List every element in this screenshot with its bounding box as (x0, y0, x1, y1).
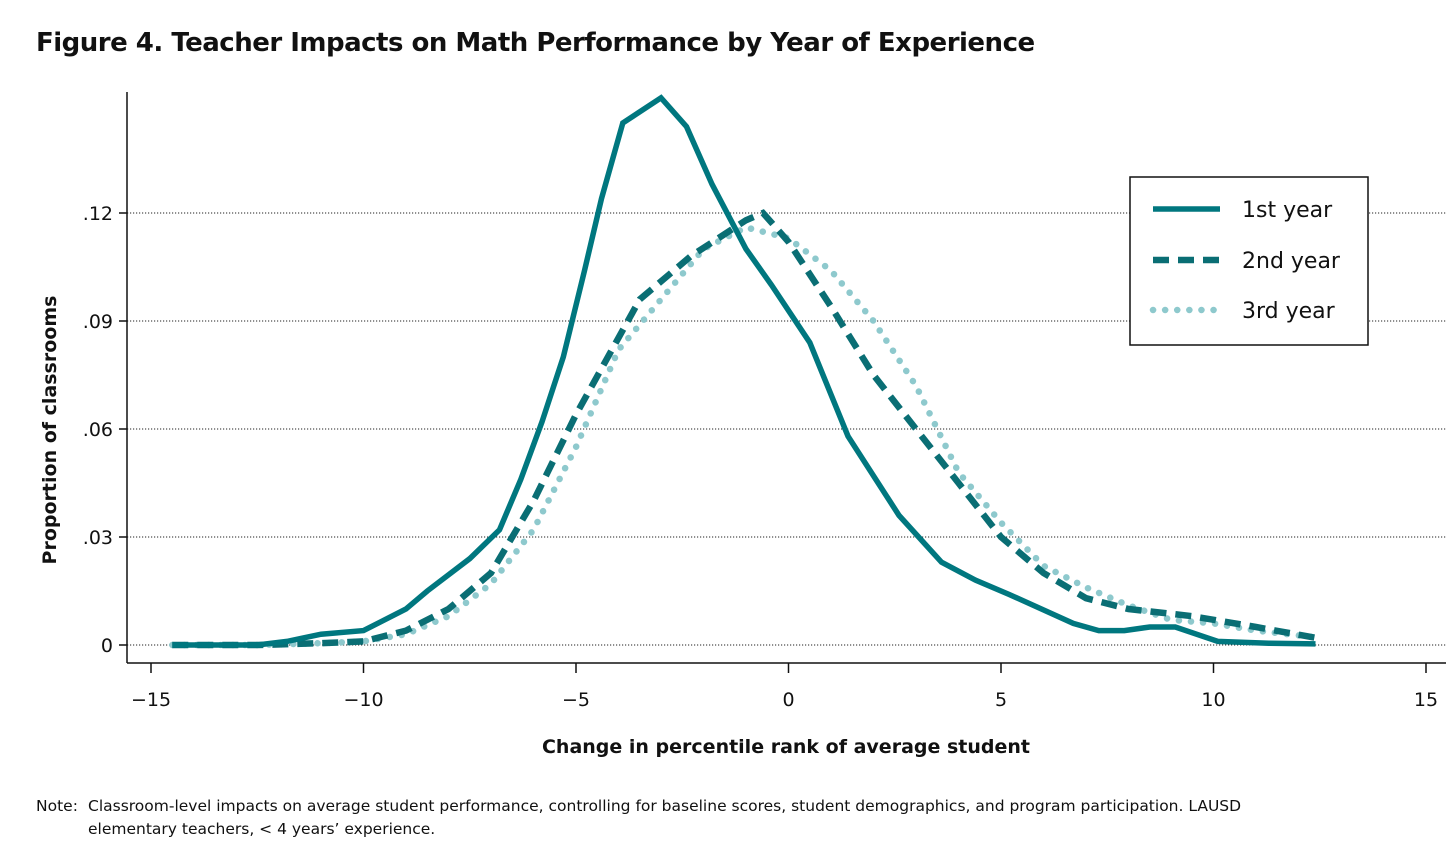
legend-label-2nd-year: 2nd year (1242, 249, 1341, 274)
x-tick-label: 10 (1201, 689, 1225, 711)
legend-label-3rd-year: 3rd year (1242, 299, 1336, 324)
y-tick-label: 0 (101, 635, 113, 657)
axes (119, 92, 1446, 673)
x-tick-label: −5 (562, 689, 590, 711)
x-axis-title: Change in percentile rank of average stu… (542, 736, 1030, 758)
legend-box (1129, 176, 1369, 346)
legend-label-1st-year: 1st year (1242, 198, 1333, 223)
note-label: Note: (36, 797, 78, 815)
note-line-1: Classroom-level impacts on average stude… (88, 797, 1242, 815)
note-line-2: elementary teachers, < 4 years’ experien… (88, 820, 436, 838)
legend: 1st year 2nd year 3rd year (1129, 176, 1369, 346)
x-tick-label: 0 (782, 689, 794, 711)
y-tick-label: .06 (83, 419, 113, 441)
series-line-1st-year (172, 94, 1316, 648)
chart: 0 .03 .06 .09 .12 −15 −10 −5 0 5 10 15 Change in pe… (39, 92, 1446, 758)
figure-note: Note: Classroom-level impacts on average … (36, 795, 1426, 841)
x-tick-label: −15 (131, 689, 171, 711)
series-lines (169, 94, 1324, 649)
tick-labels: 0 .03 .06 .09 .12 −15 −10 −5 0 5 10 15 (83, 203, 1438, 711)
series-line-2nd-year (172, 209, 1317, 649)
x-tick-label: 15 (1414, 689, 1438, 711)
x-tick-label: 5 (995, 689, 1007, 711)
x-tick-label: −10 (343, 689, 383, 711)
y-tick-label: .12 (83, 203, 113, 225)
y-axis-title: Proportion of classrooms (39, 296, 61, 565)
series-line-3rd-year (169, 223, 1324, 649)
y-tick-label: .03 (83, 527, 113, 549)
figure-title: Figure 4. Teacher Impacts on Math Perfor… (36, 28, 1035, 58)
y-tick-label: .09 (83, 311, 113, 333)
